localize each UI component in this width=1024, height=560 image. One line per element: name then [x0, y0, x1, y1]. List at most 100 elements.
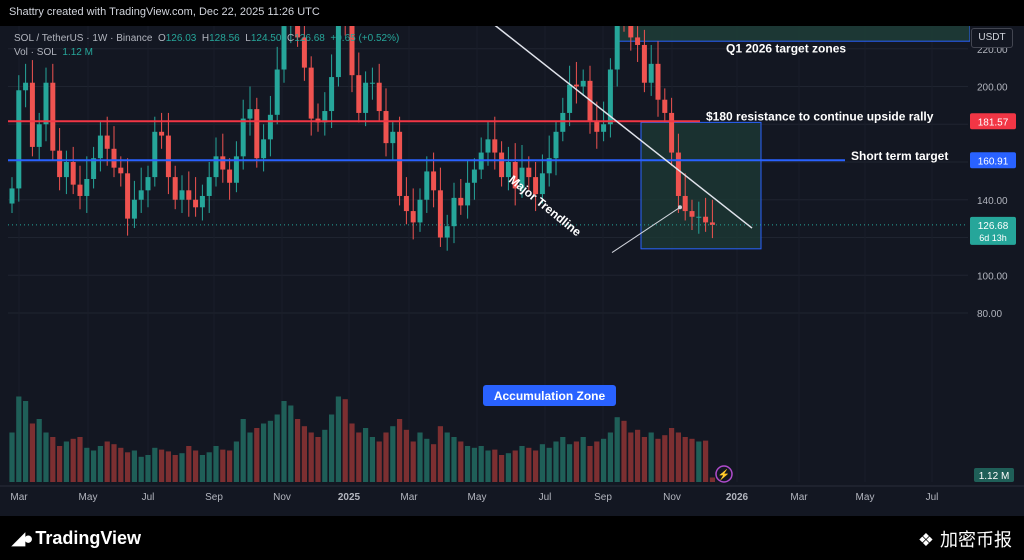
tradingview-logo[interactable]: ◢● TradingView [12, 528, 141, 549]
volume-bar [431, 444, 437, 482]
candle-body [267, 114, 273, 140]
lightning-icon [715, 465, 733, 483]
binance-logo: ❖ 加密币报 [918, 526, 1012, 552]
candle-body [383, 111, 389, 144]
candle-body [403, 195, 409, 212]
volume-bar [607, 432, 613, 482]
candle-body [152, 131, 158, 178]
volume-bar [220, 449, 226, 482]
volume-bar [206, 452, 212, 482]
volume-bar [703, 440, 709, 482]
volume-bar [111, 444, 117, 482]
candle-body [240, 118, 246, 157]
accumulation-zone [640, 121, 762, 250]
accumulation-callout [483, 385, 616, 406]
volume-bar [573, 441, 579, 482]
volume-bar [70, 438, 76, 482]
volume-bar [410, 441, 416, 482]
candle-body [295, 26, 301, 38]
candle-body [662, 99, 668, 113]
volume-bar [675, 432, 681, 482]
currency-button[interactable]: USDT [971, 28, 1013, 48]
volume-bar [9, 432, 15, 482]
volume-bar [519, 446, 525, 482]
volume-bar [539, 444, 545, 482]
y-tick-label: 80.00 [977, 309, 1002, 320]
x-tick-label: Mar [400, 492, 418, 503]
candle-body [614, 26, 620, 70]
chart-area[interactable]: Major Trendline Q1 2026 target zones $180 … [0, 26, 1024, 516]
x-tick-label: Jul [142, 492, 155, 503]
candle-body [9, 188, 15, 204]
candle-body [70, 162, 76, 185]
candle-body [444, 226, 450, 238]
candle-body [376, 82, 382, 112]
volume-bar [533, 450, 539, 482]
volume-bar [369, 437, 375, 482]
candle-body [23, 82, 29, 91]
candle-body [43, 82, 49, 125]
close-label: C [287, 33, 295, 44]
accumulation-label: Accumulation Zone [494, 389, 606, 403]
candle-body [91, 158, 97, 179]
volume-bar [356, 432, 362, 482]
q1-zone-label: Q1 2026 target zones [726, 42, 846, 56]
volume-bar [261, 423, 267, 482]
candle-body [539, 173, 545, 195]
volume-bar [709, 477, 715, 482]
last-price-badge-bg [970, 216, 1016, 245]
volume-bar [614, 417, 620, 482]
x-tick-label: May [79, 492, 98, 503]
volume-bar [152, 447, 158, 482]
volume-bar [50, 437, 56, 482]
volume-bar [63, 441, 69, 482]
volume-bar [16, 396, 22, 482]
grid [8, 26, 968, 482]
volume-bar [505, 453, 511, 482]
volume-bar [696, 441, 702, 482]
y-axis[interactable]: 80.00100.00120.00140.00160.00180.00200.0… [970, 26, 1024, 516]
x-tick-label: Jul [539, 492, 552, 503]
volume-bar [254, 428, 260, 482]
last-price-badge: 126.68 [978, 221, 1009, 232]
candle-body [431, 171, 437, 191]
candle-body [111, 148, 117, 168]
candle-body [675, 152, 681, 196]
volume-bar [648, 432, 654, 482]
volume-bar [288, 405, 294, 482]
candle-body [247, 109, 253, 119]
countdown-badge: 6d 13h [979, 233, 1007, 243]
candle-body [369, 82, 375, 84]
candle-body [36, 124, 42, 147]
volume-bar [77, 437, 83, 482]
candle-body [696, 216, 702, 218]
volume-bar [492, 449, 498, 482]
volume-bar [233, 441, 239, 482]
x-tick-label: 2025 [338, 492, 361, 503]
binance-brand: 加密币报 [940, 530, 1012, 550]
volume-bar [240, 419, 246, 482]
candle-body [186, 190, 192, 200]
candle-body [485, 139, 491, 153]
x-tick-label: May [468, 492, 487, 503]
x-tick-label: Nov [663, 492, 681, 503]
volume-bar [465, 446, 471, 482]
x-tick-label: Jul [926, 492, 939, 503]
y-tick-label: 100.00 [977, 271, 1008, 282]
volume-bar [138, 456, 144, 482]
x-axis[interactable]: Mar May Jul Sep Nov 2025 Mar May Jul Sep Nov 2026 Ma… [0, 485, 1024, 503]
candle-body [138, 190, 144, 200]
resistance-badge: 181.57 [978, 117, 1009, 128]
candle-body [505, 162, 511, 178]
candle-body [233, 156, 239, 183]
volume-bar [199, 455, 205, 482]
volume-bar [417, 432, 423, 482]
candle-body [145, 177, 151, 191]
volume-bar [499, 455, 505, 482]
candle-body [512, 162, 518, 189]
change-value: +0.65 (+0.52%) [330, 33, 400, 44]
candle-body [97, 135, 103, 159]
candle-body [335, 26, 341, 78]
candle-body [669, 112, 675, 153]
